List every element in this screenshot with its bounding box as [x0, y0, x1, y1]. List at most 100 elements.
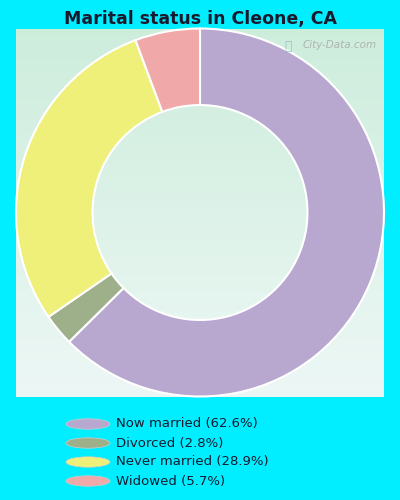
Bar — [0, 9, 400, 13]
Text: Never married (28.9%): Never married (28.9%) — [116, 456, 269, 468]
Bar — [0, 280, 400, 283]
Circle shape — [66, 419, 110, 429]
Circle shape — [66, 438, 110, 448]
Bar — [0, 300, 400, 304]
Bar — [0, 186, 400, 190]
Bar — [0, 166, 400, 170]
Bar — [0, 20, 400, 24]
Bar — [0, 362, 400, 366]
Bar — [0, 374, 400, 378]
Bar — [0, 64, 400, 68]
Wedge shape — [136, 28, 200, 112]
Bar — [0, 80, 400, 84]
Bar — [0, 296, 400, 300]
Bar — [0, 284, 400, 288]
Bar — [0, 304, 400, 307]
Bar — [0, 72, 400, 76]
Bar — [0, 225, 400, 228]
Bar — [0, 99, 400, 103]
Bar — [0, 84, 400, 87]
Bar — [0, 174, 400, 178]
Bar — [0, 60, 400, 64]
Bar — [0, 236, 400, 240]
Circle shape — [66, 476, 110, 486]
Bar — [0, 334, 400, 338]
Bar — [0, 260, 400, 264]
Text: ⓘ: ⓘ — [285, 40, 292, 52]
Bar — [0, 429, 400, 433]
Bar — [0, 272, 400, 276]
Bar — [0, 370, 400, 374]
Bar — [0, 115, 400, 119]
Bar — [0, 158, 400, 162]
Bar — [0, 48, 400, 52]
Bar — [0, 436, 400, 440]
Bar — [0, 154, 400, 158]
Bar — [0, 338, 400, 342]
Bar — [0, 146, 400, 150]
Bar — [0, 276, 400, 280]
Wedge shape — [69, 28, 384, 396]
Wedge shape — [16, 40, 162, 317]
Bar — [0, 107, 400, 111]
Bar — [0, 134, 400, 138]
Bar — [0, 311, 400, 315]
Bar — [0, 346, 400, 350]
Bar — [0, 244, 400, 248]
Bar — [0, 390, 400, 394]
Bar — [0, 425, 400, 429]
Bar — [0, 292, 400, 296]
Bar — [0, 40, 400, 44]
Bar — [0, 406, 400, 409]
Bar — [0, 331, 400, 334]
Bar — [0, 201, 400, 205]
Bar — [0, 288, 400, 292]
Bar — [0, 217, 400, 221]
Text: Divorced (2.8%): Divorced (2.8%) — [116, 436, 223, 450]
Bar — [0, 13, 400, 16]
Bar — [0, 252, 400, 256]
Bar — [0, 228, 400, 232]
Bar — [0, 0, 400, 1]
Bar — [0, 433, 400, 436]
Bar — [0, 417, 400, 421]
Bar — [0, 213, 400, 217]
Bar — [0, 119, 400, 122]
Bar — [0, 421, 400, 425]
Bar — [0, 88, 400, 92]
Bar — [0, 354, 400, 358]
Bar — [0, 138, 400, 142]
Bar — [0, 350, 400, 354]
Bar — [0, 52, 400, 56]
Bar — [0, 44, 400, 48]
Bar — [0, 170, 400, 173]
Bar — [0, 248, 400, 252]
Bar — [0, 32, 400, 36]
Bar — [0, 205, 400, 209]
Bar — [0, 76, 400, 80]
Bar — [0, 178, 400, 182]
Bar — [0, 122, 400, 126]
Bar — [0, 307, 400, 311]
Bar — [0, 386, 400, 390]
Bar — [0, 194, 400, 198]
Bar — [0, 24, 400, 28]
Bar — [0, 130, 400, 134]
Bar — [0, 402, 400, 406]
Bar — [0, 36, 400, 40]
Bar — [0, 319, 400, 323]
Bar — [0, 221, 400, 225]
Bar — [0, 378, 400, 382]
Bar — [0, 68, 400, 71]
Text: Marital status in Cleone, CA: Marital status in Cleone, CA — [64, 10, 336, 28]
Text: Now married (62.6%): Now married (62.6%) — [116, 418, 258, 430]
Bar — [0, 323, 400, 327]
Bar — [0, 162, 400, 166]
Bar — [0, 209, 400, 213]
Bar — [0, 232, 400, 236]
Bar — [0, 264, 400, 268]
Bar — [0, 56, 400, 60]
Bar — [0, 126, 400, 130]
Bar — [0, 150, 400, 154]
Bar — [0, 413, 400, 417]
